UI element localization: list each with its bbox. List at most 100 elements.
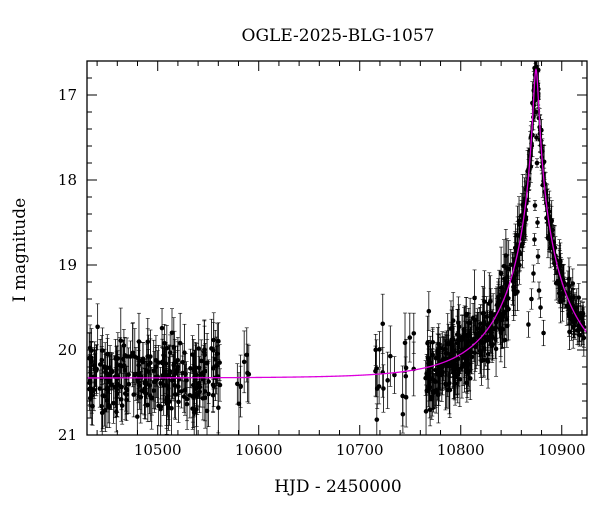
point-marker <box>135 414 140 419</box>
point-marker <box>97 362 103 367</box>
data-point <box>131 372 137 418</box>
point-marker <box>538 305 543 310</box>
point-marker <box>532 237 537 242</box>
point-marker <box>534 56 539 61</box>
data-point <box>130 322 136 384</box>
point-marker <box>460 347 465 352</box>
x-tick-label: 10700 <box>336 441 384 459</box>
point-marker <box>529 296 534 302</box>
point-marker <box>142 379 148 385</box>
data-point <box>480 285 486 341</box>
data-point <box>126 354 132 414</box>
point-marker <box>411 331 417 336</box>
point-marker <box>466 339 472 344</box>
data-point <box>159 308 165 348</box>
data-point <box>97 339 103 390</box>
point-marker <box>236 401 242 407</box>
data-point <box>142 368 147 416</box>
data-point <box>531 264 536 283</box>
point-marker <box>377 347 382 352</box>
point-marker <box>496 298 502 303</box>
data-point <box>465 351 470 394</box>
data-point <box>485 310 490 370</box>
data-point <box>102 388 108 432</box>
plot-area <box>87 56 587 435</box>
point-marker <box>176 384 181 389</box>
point-marker <box>565 281 571 287</box>
point-marker <box>502 337 508 343</box>
point-marker <box>170 378 175 383</box>
point-marker <box>146 362 151 368</box>
data-point <box>184 361 189 400</box>
point-marker <box>475 334 480 340</box>
point-marker <box>124 397 129 403</box>
point-marker <box>211 383 216 389</box>
data-point <box>192 371 197 417</box>
data-point <box>124 378 129 421</box>
point-marker <box>99 410 105 416</box>
point-marker <box>479 358 484 364</box>
data-point <box>473 321 478 372</box>
point-marker <box>177 340 183 346</box>
data-point <box>499 291 505 350</box>
point-marker <box>511 287 516 293</box>
data-point <box>496 269 502 332</box>
point-marker <box>142 389 147 395</box>
point-marker <box>102 393 107 399</box>
point-marker <box>400 393 405 399</box>
data-point <box>526 311 531 338</box>
data-point <box>241 330 247 394</box>
x-tick-label: 10900 <box>538 441 586 459</box>
point-marker <box>202 352 207 358</box>
point-marker <box>493 346 499 352</box>
point-marker <box>473 344 478 349</box>
data-point <box>489 311 494 354</box>
point-marker <box>407 335 413 340</box>
x-tick-label: 10500 <box>134 441 182 459</box>
data-point <box>104 354 110 393</box>
data-point <box>532 233 537 246</box>
point-marker <box>209 346 214 351</box>
point-marker <box>499 317 505 323</box>
y-tick-label: 17 <box>58 86 77 104</box>
point-marker <box>102 407 108 413</box>
point-marker <box>167 350 173 356</box>
point-marker <box>99 357 105 363</box>
data-point <box>538 296 543 319</box>
data-point <box>437 352 443 394</box>
data-point <box>479 326 485 360</box>
point-marker <box>381 386 386 391</box>
point-marker <box>487 301 492 306</box>
data-point <box>156 344 161 381</box>
point-marker <box>447 387 453 393</box>
data-point <box>457 351 463 407</box>
data-point <box>116 366 122 405</box>
data-point <box>532 200 538 211</box>
point-marker <box>104 371 110 376</box>
data-point <box>175 337 181 397</box>
point-marker <box>504 266 510 271</box>
data-point <box>145 328 151 385</box>
data-point <box>529 288 534 310</box>
point-marker <box>534 135 539 140</box>
point-marker <box>102 365 108 371</box>
point-marker <box>526 322 531 327</box>
data-point <box>498 303 504 363</box>
data-point <box>167 334 173 371</box>
x-tick-label: 10600 <box>235 441 283 459</box>
point-marker <box>149 395 154 401</box>
point-marker <box>484 314 489 319</box>
point-marker <box>532 203 538 208</box>
point-marker <box>159 325 165 331</box>
point-marker <box>156 360 161 365</box>
point-marker <box>196 346 202 351</box>
data-point <box>450 322 455 356</box>
point-marker <box>570 281 576 286</box>
point-marker <box>182 350 187 355</box>
data-point <box>455 331 461 387</box>
point-marker <box>534 160 540 166</box>
point-marker <box>531 271 536 276</box>
data-point <box>182 323 187 382</box>
point-marker <box>569 317 574 322</box>
x-axis-label: HJD - 2450000 <box>274 477 402 497</box>
